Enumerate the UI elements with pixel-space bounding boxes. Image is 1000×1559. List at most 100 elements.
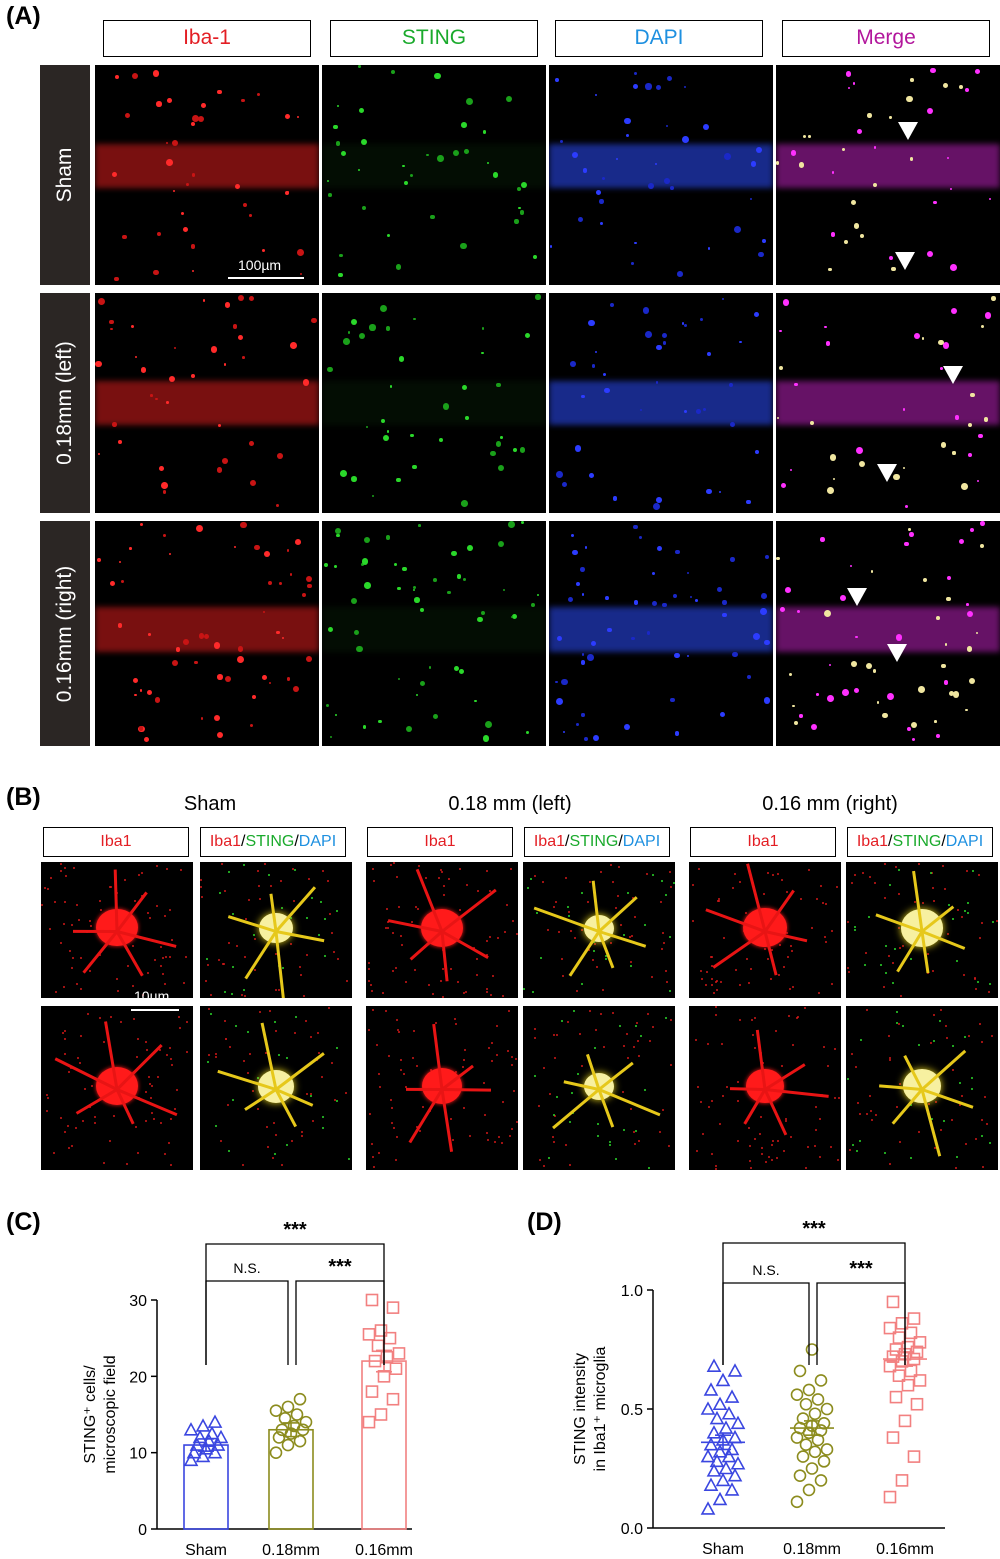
noise-dot bbox=[974, 976, 977, 979]
noise-dot bbox=[169, 1118, 172, 1121]
cell-spot bbox=[607, 627, 612, 633]
noise-dot bbox=[967, 911, 970, 914]
noise-dot bbox=[415, 905, 418, 908]
channel-header-dapi: DAPI bbox=[555, 20, 763, 57]
cell-spot bbox=[289, 342, 297, 349]
noise-dot bbox=[966, 902, 969, 905]
y-axis-label-line2: in Iba1⁺ microglia bbox=[592, 1346, 609, 1471]
cell-spot bbox=[730, 557, 735, 562]
noise-dot bbox=[574, 937, 577, 940]
cell-spot bbox=[969, 527, 975, 532]
cell-spot bbox=[749, 197, 753, 201]
noise-dot bbox=[945, 1036, 948, 1039]
noise-dot bbox=[169, 1046, 172, 1049]
noise-dot bbox=[933, 900, 936, 903]
noise-dot bbox=[89, 920, 92, 923]
microglia-process bbox=[113, 869, 119, 932]
cell-spot bbox=[109, 580, 115, 586]
noise-dot bbox=[991, 1035, 994, 1037]
cell-spot bbox=[378, 719, 382, 723]
cell-spot bbox=[482, 734, 490, 742]
noise-dot bbox=[695, 1150, 698, 1153]
noise-dot bbox=[504, 931, 507, 934]
noise-dot bbox=[109, 886, 112, 889]
noise-dot bbox=[493, 1140, 496, 1143]
cell-spot bbox=[481, 351, 484, 355]
noise-dot bbox=[534, 1036, 537, 1039]
noise-dot bbox=[978, 937, 981, 940]
noise-dot bbox=[215, 1053, 218, 1056]
noise-dot bbox=[753, 1047, 756, 1050]
cell-spot bbox=[934, 720, 937, 723]
noise-dot bbox=[933, 1039, 936, 1042]
cell-spot bbox=[516, 186, 521, 191]
cell-spot bbox=[138, 726, 144, 731]
noise-dot bbox=[868, 916, 871, 919]
noise-dot bbox=[246, 1071, 249, 1074]
data-point-circle bbox=[293, 1392, 307, 1406]
cell-spot bbox=[567, 596, 573, 602]
cell-spot bbox=[634, 71, 638, 75]
cell-spot bbox=[117, 623, 123, 628]
noise-dot bbox=[864, 964, 867, 967]
noise-dot bbox=[630, 1107, 633, 1110]
noise-dot bbox=[567, 915, 570, 918]
noise-dot bbox=[895, 1105, 898, 1108]
cell-spot bbox=[169, 552, 172, 555]
noise-dot bbox=[120, 1021, 123, 1024]
noise-dot bbox=[205, 958, 208, 961]
cell-spot bbox=[645, 83, 652, 90]
cell-spot bbox=[674, 731, 680, 736]
data-point-triangle bbox=[706, 1463, 722, 1477]
bar bbox=[268, 1428, 314, 1530]
label-merge-018mm: Iba1/STING/DAPI bbox=[524, 827, 670, 857]
noise-dot bbox=[419, 1129, 422, 1132]
cell-spot bbox=[827, 487, 835, 495]
cell-spot bbox=[696, 409, 702, 415]
cell-spot bbox=[224, 676, 231, 683]
cell-spot bbox=[416, 693, 419, 696]
cell-spot bbox=[859, 234, 864, 239]
cell-spot bbox=[180, 211, 184, 215]
noise-dot bbox=[45, 1109, 48, 1112]
cell-spot bbox=[328, 193, 332, 197]
noise-dot bbox=[556, 1096, 559, 1099]
cell-spot bbox=[396, 477, 402, 483]
cell-spot bbox=[248, 441, 254, 447]
noise-dot bbox=[223, 990, 226, 993]
noise-dot bbox=[333, 1098, 336, 1101]
noise-dot bbox=[772, 1140, 775, 1143]
noise-dot bbox=[65, 874, 68, 877]
cell-spot bbox=[950, 307, 958, 315]
noise-dot bbox=[750, 1167, 753, 1170]
noise-dot bbox=[273, 1020, 276, 1023]
noise-dot bbox=[699, 969, 702, 972]
noise-dot bbox=[633, 1143, 636, 1146]
noise-dot bbox=[529, 878, 532, 881]
noise-dot bbox=[469, 1134, 472, 1137]
cell-spot bbox=[447, 591, 451, 595]
noise-dot bbox=[146, 912, 149, 915]
noise-dot bbox=[826, 1065, 829, 1068]
arrowhead-marker bbox=[943, 366, 963, 384]
cell-spot bbox=[492, 172, 499, 179]
noise-dot bbox=[486, 940, 489, 943]
cell-spot bbox=[161, 481, 168, 489]
noise-dot bbox=[961, 1094, 964, 1097]
noise-dot bbox=[318, 934, 321, 937]
cell-spot bbox=[535, 294, 541, 300]
significance-bracket bbox=[722, 1282, 810, 1365]
noise-dot bbox=[629, 964, 632, 967]
noise-dot bbox=[63, 923, 66, 926]
data-point-square bbox=[365, 1385, 379, 1398]
data-point-triangle bbox=[703, 1477, 719, 1491]
noise-dot bbox=[244, 994, 247, 997]
noise-dot bbox=[618, 866, 621, 869]
noise-dot bbox=[535, 912, 538, 914]
data-point-circle bbox=[814, 1474, 828, 1487]
cell-spot bbox=[150, 394, 153, 398]
cell-spot bbox=[921, 337, 924, 340]
cell-spot bbox=[350, 597, 357, 604]
noise-dot bbox=[421, 1106, 424, 1109]
cell-spot bbox=[722, 612, 727, 618]
